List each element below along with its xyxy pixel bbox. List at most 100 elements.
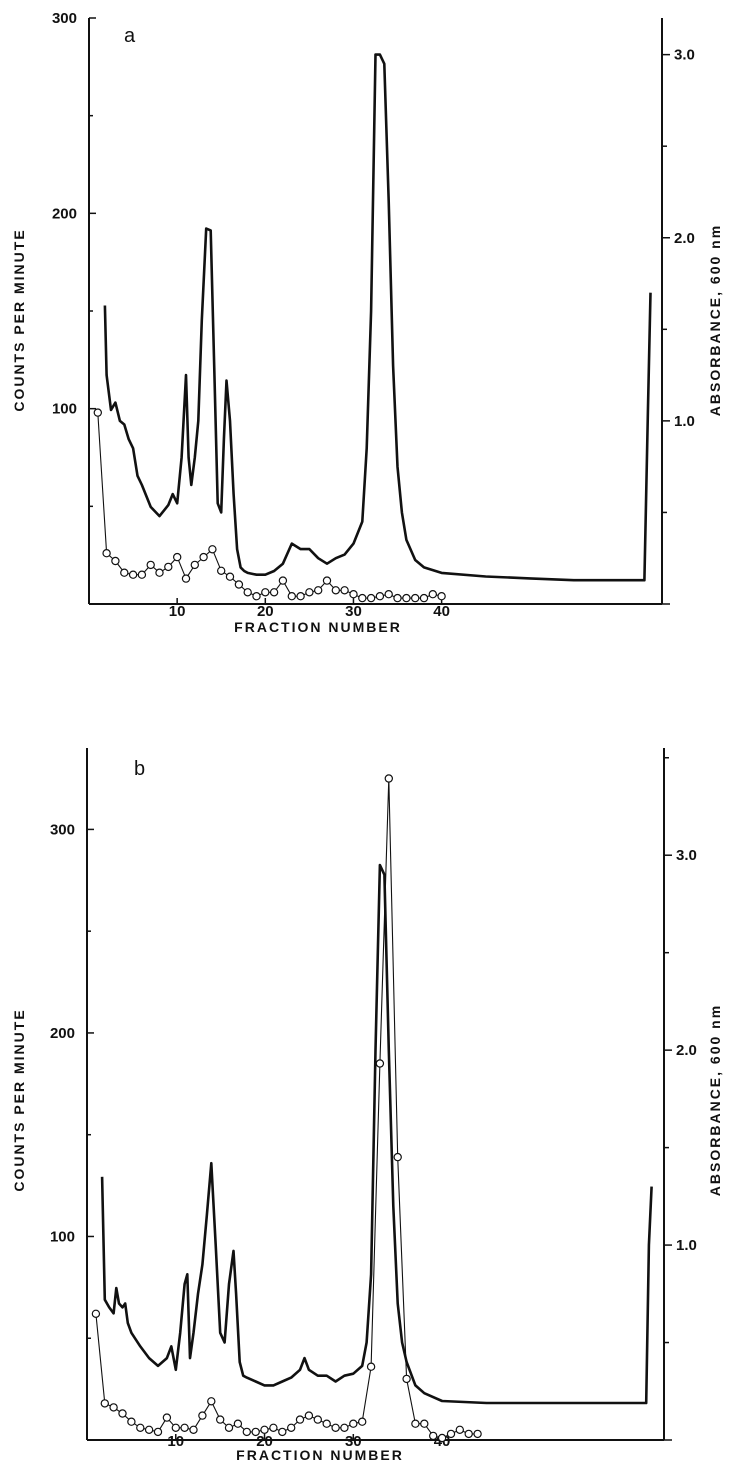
x-tick-label-a-20: 20 (257, 603, 274, 620)
counts-point-b-15 (215, 1415, 225, 1424)
counts-point-b-1 (91, 1309, 101, 1319)
counts-point-b-35 (393, 1152, 402, 1162)
counts-point-a-38 (419, 593, 429, 603)
counts-point-a-1 (93, 408, 103, 417)
counts-point-b-33 (375, 1059, 385, 1068)
counts-point-b-13 (198, 1411, 207, 1420)
counts-point-b-8 (153, 1427, 163, 1437)
counts-point-a-15 (216, 566, 226, 576)
counts-point-a-34 (384, 590, 393, 599)
counts-point-a-35 (393, 593, 402, 603)
counts-point-b-4 (118, 1409, 127, 1418)
counts-point-a-20 (261, 588, 270, 597)
left-tick-label-b-300: 300 (50, 821, 75, 838)
left-axis-title-a: COUNTS PER MINUTE (11, 228, 27, 411)
counts-point-a-23 (287, 592, 296, 601)
counts-point-a-26 (314, 586, 323, 595)
counts-point-b-28 (331, 1423, 340, 1433)
x-tick-label-b-10: 10 (167, 1433, 184, 1450)
left-tick-label-a-200: 200 (52, 205, 77, 222)
counts-point-b-21 (269, 1423, 278, 1433)
x-tick-label-a-30: 30 (345, 603, 362, 620)
left-tick-label-a-100: 100 (52, 401, 77, 418)
counts-point-a-14 (208, 545, 217, 554)
counts-point-a-19 (252, 592, 261, 601)
x-tick-label-b-30: 30 (345, 1433, 362, 1450)
panel-letter-a: a (124, 25, 136, 47)
counts-point-b-6 (136, 1423, 145, 1433)
counts-point-a-2 (102, 549, 111, 558)
counts-point-a-10 (172, 552, 182, 562)
x-axis-title-b: FRACTION NUMBER (236, 1447, 404, 1463)
counts-point-b-30 (349, 1419, 358, 1428)
x-tick-label-b-20: 20 (256, 1433, 273, 1450)
counts-point-a-40 (437, 592, 446, 601)
counts-point-b-39 (429, 1431, 438, 1441)
counts-point-b-44 (473, 1429, 482, 1439)
counts-point-b-34 (384, 774, 393, 783)
counts-point-b-12 (189, 1425, 198, 1435)
counts-point-b-18 (242, 1427, 251, 1437)
counts-point-a-16 (225, 572, 235, 581)
left-tick-label-b-100: 100 (50, 1228, 75, 1245)
counts-point-b-5 (127, 1417, 136, 1426)
counts-point-b-9 (162, 1413, 172, 1422)
counts-point-b-20 (260, 1425, 269, 1435)
counts-point-a-11 (181, 574, 191, 583)
x-tick-label-a-40: 40 (433, 603, 450, 620)
counts-point-a-25 (305, 588, 314, 597)
right-tick-label-b-1.0: 1.0 (676, 1237, 697, 1254)
counts-point-a-32 (366, 593, 376, 603)
right-tick-label-a-3.0: 3.0 (674, 47, 695, 64)
counts-point-b-2 (100, 1399, 110, 1408)
counts-point-a-27 (322, 576, 332, 585)
x-axis-title-a: FRACTION NUMBER (234, 619, 402, 635)
counts-point-b-36 (402, 1374, 411, 1384)
counts-line-b (95, 777, 478, 1439)
counts-point-a-9 (164, 562, 173, 572)
counts-point-a-39 (428, 590, 437, 599)
counts-point-a-24 (296, 592, 305, 601)
counts-point-a-30 (349, 590, 358, 599)
counts-point-a-17 (234, 580, 244, 589)
absorbance-line-b (100, 863, 653, 1405)
panel-letter-b: b (134, 758, 145, 780)
counts-point-b-25 (304, 1411, 314, 1420)
counts-point-a-31 (358, 593, 367, 603)
counts-point-a-12 (190, 560, 199, 570)
counts-point-b-24 (295, 1415, 305, 1424)
counts-point-b-27 (322, 1419, 331, 1428)
counts-point-b-17 (233, 1419, 243, 1428)
counts-point-b-37 (411, 1419, 420, 1428)
left-axis-title-b: COUNTS PER MINUTE (11, 1008, 27, 1191)
counts-point-b-7 (144, 1425, 154, 1435)
counts-point-a-28 (331, 586, 340, 595)
right-axis-title-a: ABSORBANCE, 600 nm (707, 224, 723, 416)
left-tick-label-a-300: 300 (52, 10, 77, 27)
counts-point-a-33 (375, 592, 385, 601)
counts-point-a-3 (111, 556, 120, 566)
counts-point-b-38 (420, 1419, 429, 1428)
counts-point-a-7 (146, 560, 155, 570)
chart-panel-b: b FRACTION NUMBER COUNTS PER MINUTE ABSO… (11, 748, 723, 1463)
counts-point-a-13 (199, 552, 208, 562)
right-tick-label-a-2.0: 2.0 (674, 230, 695, 247)
counts-point-b-32 (366, 1362, 376, 1371)
counts-point-a-21 (269, 588, 279, 597)
counts-point-a-18 (243, 588, 252, 597)
counts-point-a-4 (120, 568, 129, 577)
right-tick-label-b-2.0: 2.0 (676, 1042, 697, 1059)
x-tick-label-a-10: 10 (169, 603, 186, 620)
counts-line-a (97, 412, 442, 599)
right-tick-label-b-3.0: 3.0 (676, 847, 697, 864)
right-tick-label-a-1.0: 1.0 (674, 413, 695, 430)
counts-point-b-3 (109, 1403, 118, 1412)
left-tick-label-b-200: 200 (50, 1025, 75, 1042)
counts-point-a-5 (128, 570, 138, 579)
counts-point-b-19 (251, 1427, 260, 1437)
counts-point-b-31 (358, 1417, 367, 1426)
counts-point-b-23 (287, 1423, 296, 1433)
counts-point-b-26 (313, 1415, 322, 1424)
counts-point-b-40 (437, 1433, 447, 1443)
